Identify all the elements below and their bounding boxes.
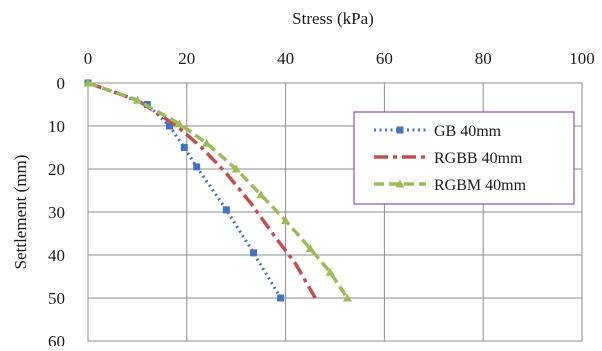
tick-labels: 0 20 40 60 80 100 0 10 20 30 40 50 60	[48, 49, 595, 351]
x-tick-label: 0	[84, 49, 93, 68]
data-point-marker	[342, 293, 352, 302]
data-point-marker	[166, 122, 174, 130]
x-tick-label: 60	[376, 49, 393, 68]
y-tick-label: 0	[57, 74, 66, 93]
data-point-marker	[396, 126, 404, 134]
data-point-marker	[180, 144, 188, 151]
x-tick-label: 20	[178, 49, 195, 68]
data-point-marker	[174, 119, 184, 128]
series-lines	[83, 78, 352, 302]
y-axis-title: Settlement (mm)	[11, 155, 30, 270]
data-point-marker	[249, 249, 257, 257]
legend-item: RGBM 40mm	[374, 177, 527, 194]
y-tick-label: 60	[48, 332, 65, 346]
x-axis-title: Stress (kPa)	[292, 9, 374, 28]
legend: GB 40mm RGBB 40mm RGBM 40mm	[353, 111, 575, 205]
data-point-marker	[277, 294, 285, 302]
series-rgbb-40mm	[87, 81, 317, 299]
data-point-marker	[132, 95, 142, 104]
data-point-marker	[202, 138, 212, 147]
legend-box	[353, 111, 575, 205]
series-line	[87, 81, 282, 299]
data-point-marker	[193, 163, 201, 171]
legend-item: RGBB 40mm	[374, 150, 523, 167]
series-line	[87, 81, 349, 299]
y-tick-label: 10	[48, 117, 65, 136]
data-point-marker	[83, 78, 93, 87]
data-point-marker	[231, 164, 241, 173]
x-tick-label: 100	[569, 49, 595, 68]
data-point-marker	[395, 179, 405, 188]
y-tick-label: 20	[48, 160, 65, 179]
legend-item: GB 40mm	[374, 123, 502, 140]
plot-area-border	[87, 82, 583, 342]
y-tick-label: 50	[48, 289, 65, 308]
data-point-marker	[222, 206, 230, 214]
data-point-marker	[305, 244, 315, 253]
series-rgbm-40mm	[83, 78, 352, 302]
y-tick-label: 40	[48, 246, 65, 265]
legend-label: RGBB 40mm	[434, 150, 523, 167]
legend-label: GB 40mm	[434, 123, 502, 140]
series-line	[87, 81, 317, 299]
data-point-marker	[281, 216, 291, 225]
legend-label: RGBM 40mm	[434, 177, 527, 194]
grid-lines	[87, 82, 583, 342]
data-point-marker	[325, 267, 335, 276]
data-point-marker	[256, 190, 266, 199]
y-tick-label: 30	[48, 203, 65, 222]
x-tick-label: 40	[277, 49, 294, 68]
series-gb-40mm	[84, 79, 285, 302]
x-tick-label: 80	[475, 49, 492, 68]
